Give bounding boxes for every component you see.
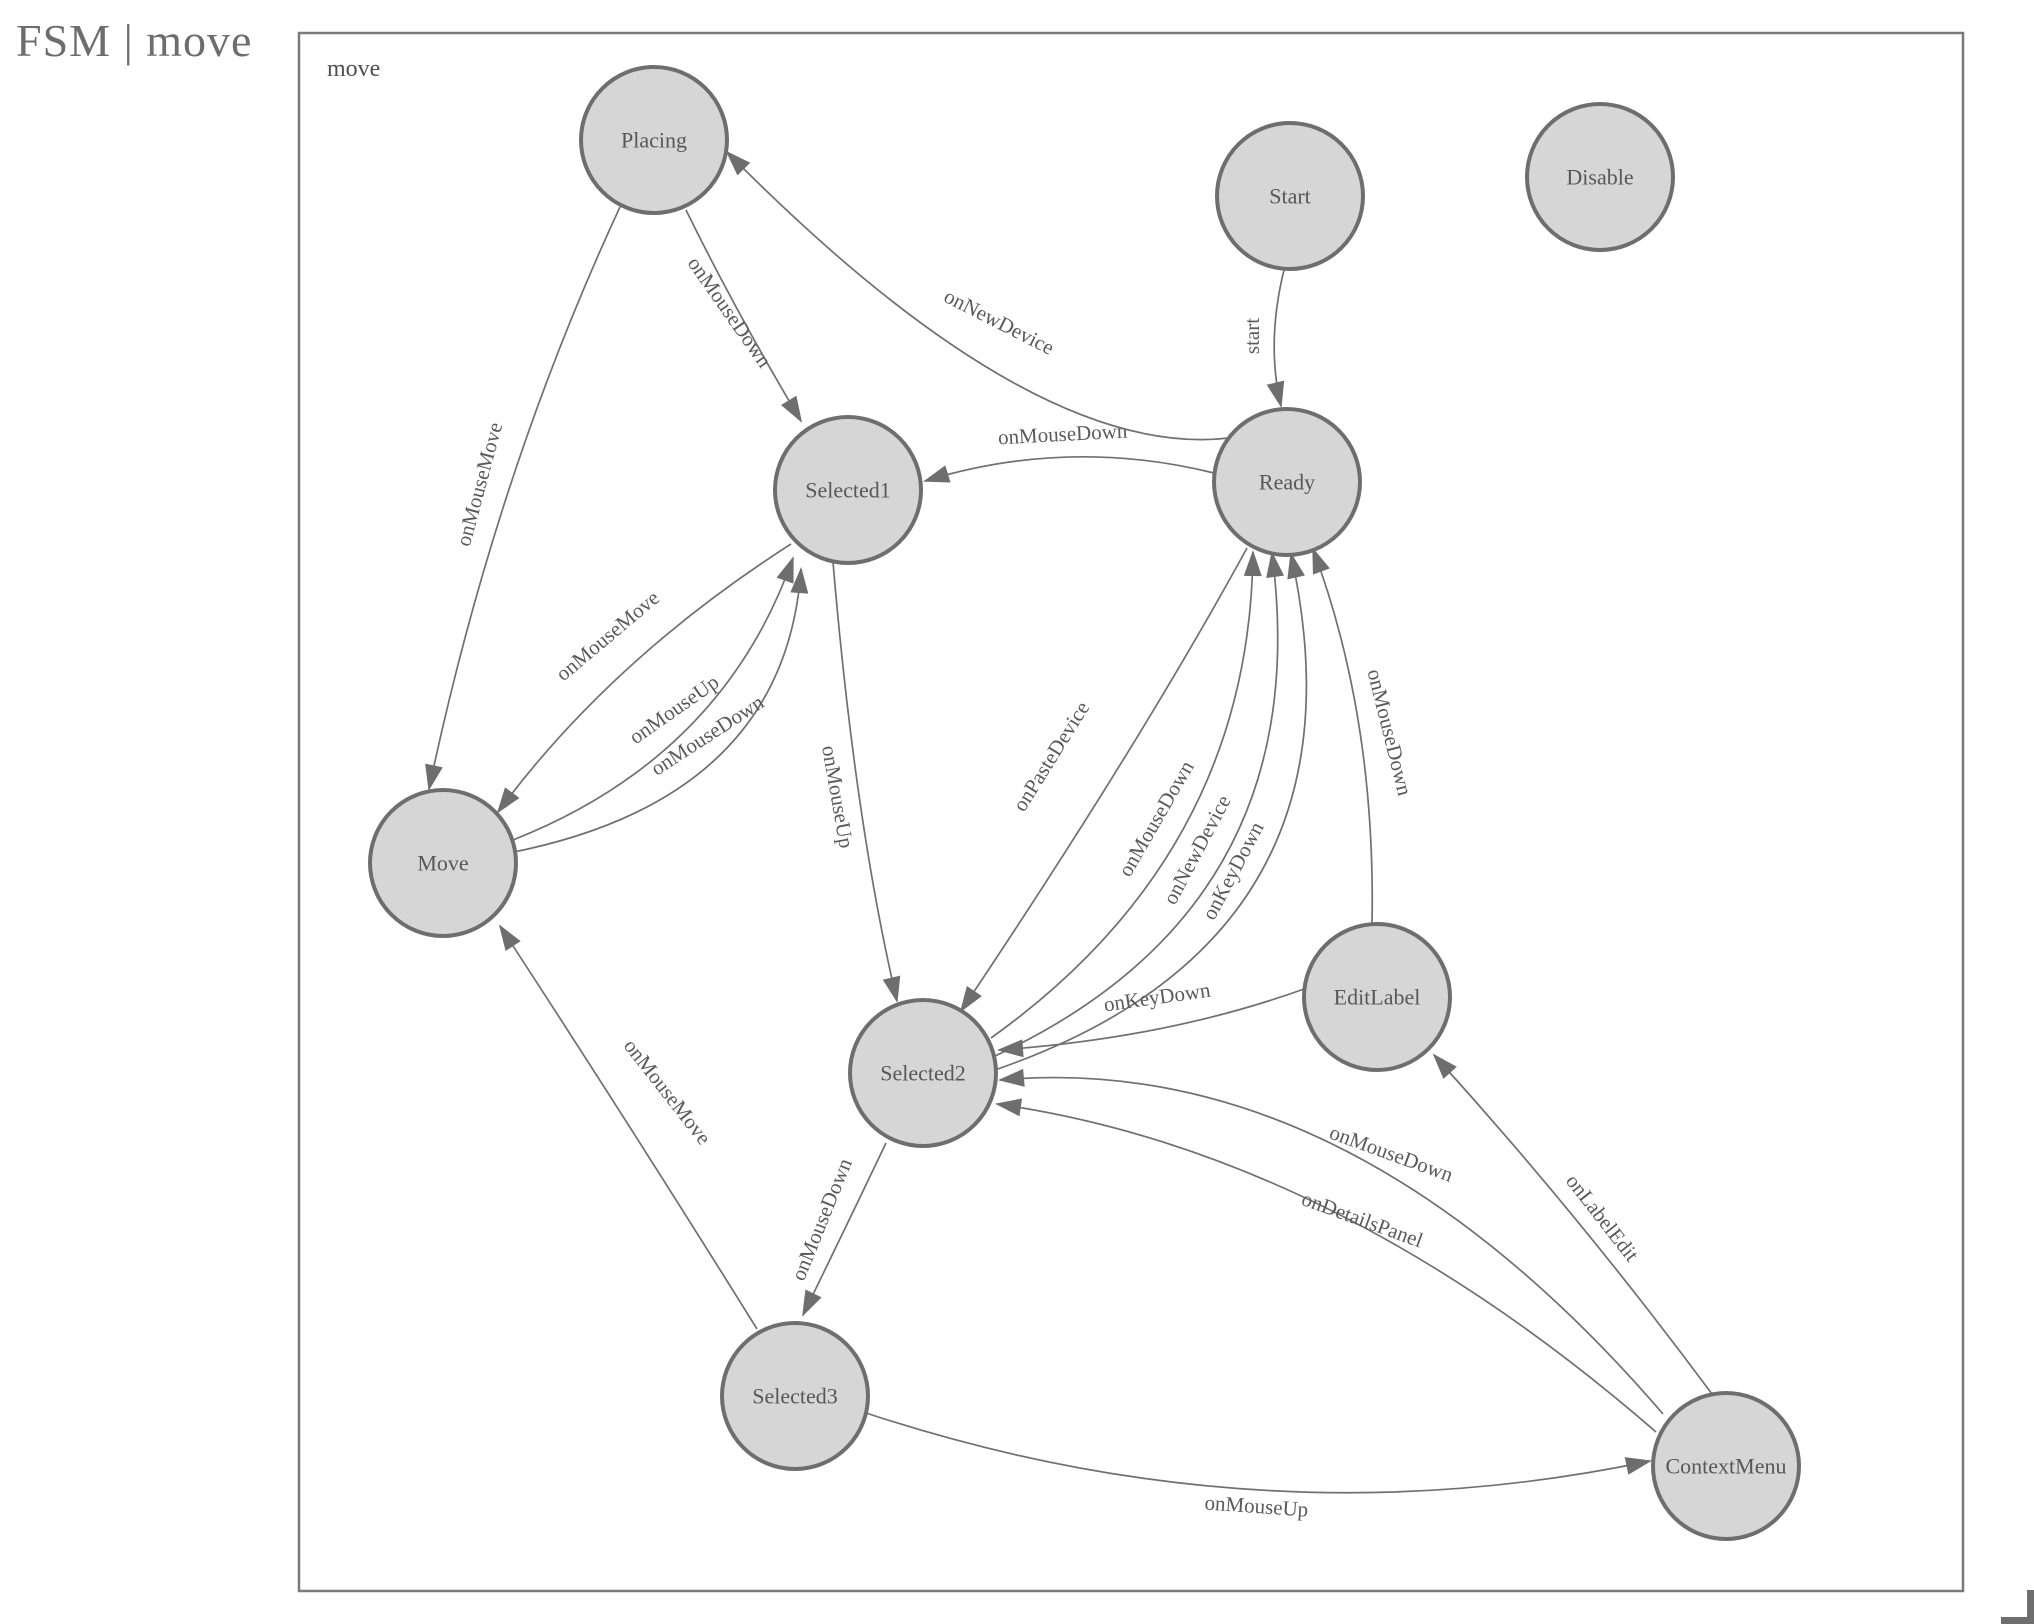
state-label: Move	[417, 851, 468, 876]
node-placing[interactable]: Placing	[579, 65, 729, 215]
transition-arrow[interactable]	[508, 567, 809, 854]
transition-arrow[interactable]	[865, 1412, 1652, 1494]
node-selected1[interactable]: Selected1	[773, 415, 923, 565]
transition-arrow[interactable]	[991, 552, 1308, 1072]
transition-arrow[interactable]	[725, 150, 1230, 441]
state-label: Placing	[621, 128, 687, 153]
state-circle[interactable]	[1525, 102, 1675, 252]
state-circle[interactable]	[1215, 121, 1365, 271]
state-circle[interactable]	[1212, 407, 1362, 557]
state-circle[interactable]	[773, 415, 923, 565]
edge-start-ready: start	[1240, 269, 1285, 408]
state-label: Selected3	[752, 1384, 838, 1409]
resize-corner-handle[interactable]	[2001, 1590, 2034, 1624]
state-circle[interactable]	[1651, 1391, 1801, 1541]
state-circle[interactable]	[720, 1321, 870, 1471]
transition-arrow[interactable]	[496, 543, 792, 814]
state-circle[interactable]	[368, 788, 518, 938]
state-label: Disable	[1566, 165, 1633, 190]
transition-arrow[interactable]	[995, 1098, 1657, 1433]
transition-arrow[interactable]	[1432, 1053, 1713, 1395]
cluster-label: move	[327, 56, 381, 82]
page-title: FSM | move	[16, 15, 253, 66]
state-label: Selected1	[805, 478, 891, 503]
transition-arrow[interactable]	[1266, 269, 1285, 408]
transition-arrow[interactable]	[425, 206, 621, 791]
transition-arrow[interactable]	[832, 561, 901, 1003]
node-move[interactable]: Move	[368, 788, 518, 938]
transition-arrow[interactable]	[959, 547, 1248, 1013]
node-ready[interactable]: Ready	[1212, 407, 1362, 557]
state-circle[interactable]	[1302, 922, 1452, 1072]
state-label: Start	[1269, 184, 1311, 209]
transition-arrow[interactable]	[998, 1068, 1664, 1415]
state-label: EditLabel	[1334, 985, 1421, 1010]
transition-arrow[interactable]	[685, 209, 803, 423]
node-disable[interactable]: Disable	[1525, 102, 1675, 252]
state-label: ContextMenu	[1666, 1454, 1787, 1479]
transition-arrow[interactable]	[994, 551, 1285, 1057]
cluster-frame	[297, 31, 1965, 1593]
state-label: Ready	[1259, 470, 1315, 495]
transition-arrow[interactable]	[990, 550, 1262, 1039]
transition-arrow[interactable]	[997, 988, 1305, 1058]
state-circle[interactable]	[848, 998, 998, 1148]
node-selected2[interactable]: Selected2	[848, 998, 998, 1148]
transition-arrow[interactable]	[923, 455, 1215, 483]
state-label: Selected2	[880, 1061, 966, 1086]
node-contextmenu[interactable]: ContextMenu	[1651, 1391, 1801, 1541]
node-selected3[interactable]: Selected3	[720, 1321, 870, 1471]
state-circle[interactable]	[579, 65, 729, 215]
transition-arrow[interactable]	[802, 1142, 887, 1317]
transition-label: start	[1240, 318, 1264, 354]
transition-arrow[interactable]	[512, 556, 794, 841]
node-editlabel[interactable]: EditLabel	[1302, 922, 1452, 1072]
node-start[interactable]: Start	[1215, 121, 1365, 271]
transition-arrow[interactable]	[1312, 547, 1374, 925]
transition-arrow[interactable]	[498, 924, 758, 1330]
